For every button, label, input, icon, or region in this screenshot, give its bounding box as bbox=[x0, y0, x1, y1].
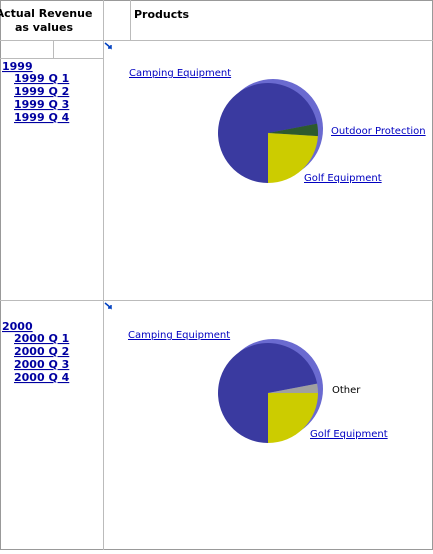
expand-icon[interactable] bbox=[104, 42, 112, 50]
year-link[interactable]: 2000 bbox=[2, 320, 33, 333]
quarter-link[interactable]: 1999 Q 3 bbox=[14, 98, 69, 111]
quarter-link[interactable]: 2000 Q 4 bbox=[14, 371, 70, 384]
pie-slice bbox=[217, 342, 318, 443]
pie-slice bbox=[268, 123, 318, 137]
quarter-link[interactable]: 1999 Q 4 bbox=[14, 111, 70, 124]
measure-header: as values bbox=[15, 21, 73, 34]
slice-label[interactable]: Golf Equipment bbox=[304, 173, 382, 184]
slice-label[interactable]: Camping Equipment bbox=[128, 330, 230, 341]
quarter-link[interactable]: 1999 Q 1 bbox=[14, 72, 69, 85]
pie-slice bbox=[268, 133, 318, 183]
year-link[interactable]: 1999 bbox=[2, 60, 33, 73]
quarter-link[interactable]: 2000 Q 1 bbox=[14, 332, 69, 345]
pie-slice bbox=[268, 383, 318, 393]
pie-slice bbox=[217, 82, 318, 183]
expand-icon[interactable] bbox=[104, 302, 112, 310]
quarter-link[interactable]: 2000 Q 3 bbox=[14, 358, 69, 371]
slice-label[interactable]: Camping Equipment bbox=[129, 68, 231, 79]
measure-header: Actual Revenue bbox=[0, 7, 92, 20]
slice-label[interactable]: Golf Equipment bbox=[310, 429, 388, 440]
quarter-link[interactable]: 2000 Q 2 bbox=[14, 345, 69, 358]
pie-slice bbox=[268, 393, 318, 443]
slice-label: Other bbox=[332, 385, 361, 396]
column-header: Products bbox=[134, 8, 190, 21]
slice-label[interactable]: Outdoor Protection bbox=[331, 126, 426, 137]
quarter-link[interactable]: 1999 Q 2 bbox=[14, 85, 69, 98]
